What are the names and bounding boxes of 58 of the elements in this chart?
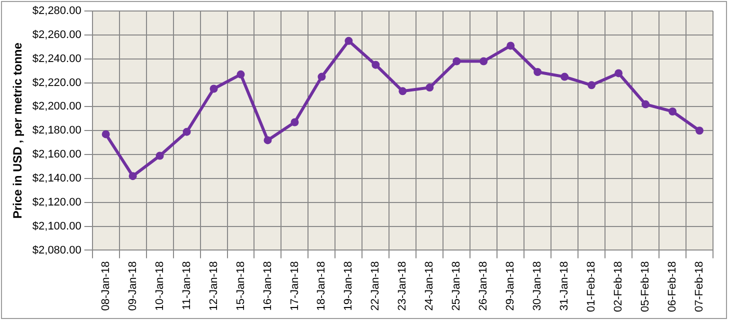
x-tick-label: 16-Jan-18 bbox=[262, 261, 274, 311]
point bbox=[534, 68, 542, 76]
x-tick-label: 31-Jan-18 bbox=[558, 261, 571, 311]
point bbox=[426, 84, 434, 92]
x-tick-label: 24-Jan-18 bbox=[424, 261, 436, 311]
point bbox=[318, 72, 326, 81]
point bbox=[182, 128, 191, 136]
x-tick-label: 11-Jan-18 bbox=[180, 261, 193, 310]
x-tick-label: 08-Jan-18 bbox=[100, 261, 112, 311]
x-tick-label: 26-Jan-18 bbox=[478, 261, 490, 311]
x-tick-label: 22-Jan-18 bbox=[370, 261, 382, 311]
point bbox=[398, 87, 407, 96]
point bbox=[128, 172, 137, 180]
point bbox=[614, 69, 623, 78]
point bbox=[264, 136, 272, 144]
y-tick-label: $2,280.00 bbox=[32, 5, 82, 18]
y-tick-label: $2,080.00 bbox=[32, 244, 82, 256]
x-tick-label: 12-Jan-18 bbox=[208, 261, 220, 311]
x-tick-label: 18-Jan-18 bbox=[316, 261, 328, 311]
x-tick-label: 01-Feb-18 bbox=[586, 261, 598, 312]
point bbox=[506, 42, 515, 50]
point bbox=[290, 118, 299, 126]
y-tick-label: $2,220.00 bbox=[32, 76, 82, 89]
x-tick-label: 07-Feb-18 bbox=[694, 261, 706, 312]
y-tick-label: $2,120.00 bbox=[32, 196, 82, 208]
point bbox=[588, 81, 596, 90]
y-tick-label: $2,180.00 bbox=[32, 124, 82, 137]
point bbox=[668, 107, 677, 116]
point bbox=[452, 57, 461, 66]
x-tick-label: 15-Jan-18 bbox=[234, 261, 247, 311]
y-axis-title: Price in USD , per metric tonne bbox=[10, 42, 25, 219]
point bbox=[560, 72, 569, 81]
x-tick-label: 10-Jan-18 bbox=[154, 261, 166, 311]
x-tick-label: 06-Feb-18 bbox=[666, 261, 679, 312]
x-tick-label: 09-Jan-18 bbox=[126, 261, 139, 311]
y-tick-label: $2,200.00 bbox=[32, 100, 82, 113]
x-tick-label: 29-Jan-18 bbox=[504, 261, 517, 311]
point bbox=[236, 70, 245, 78]
x-tick-label: 23-Jan-18 bbox=[396, 261, 409, 311]
point bbox=[642, 100, 650, 108]
point bbox=[696, 126, 704, 135]
x-tick-label: 30-Jan-18 bbox=[532, 261, 544, 311]
y-tick-label: $2,140.00 bbox=[32, 172, 82, 185]
point bbox=[156, 152, 164, 160]
point bbox=[102, 130, 110, 138]
y-tick-label: $2,100.00 bbox=[32, 220, 82, 232]
x-tick-label: 02-Feb-18 bbox=[612, 261, 625, 312]
x-tick-label: 19-Jan-18 bbox=[342, 261, 355, 311]
point bbox=[372, 60, 380, 69]
y-tick-label: $2,160.00 bbox=[32, 148, 82, 161]
x-tick-label: 17-Jan-18 bbox=[288, 261, 301, 311]
x-tick-label: 05-Feb-18 bbox=[640, 261, 652, 312]
point bbox=[344, 36, 353, 45]
y-tick-label: $2,240.00 bbox=[32, 52, 82, 65]
point bbox=[210, 84, 218, 93]
y-tick-label: $2,260.00 bbox=[32, 28, 82, 41]
x-tick-label: 25-Jan-18 bbox=[450, 261, 463, 311]
point bbox=[480, 57, 488, 66]
